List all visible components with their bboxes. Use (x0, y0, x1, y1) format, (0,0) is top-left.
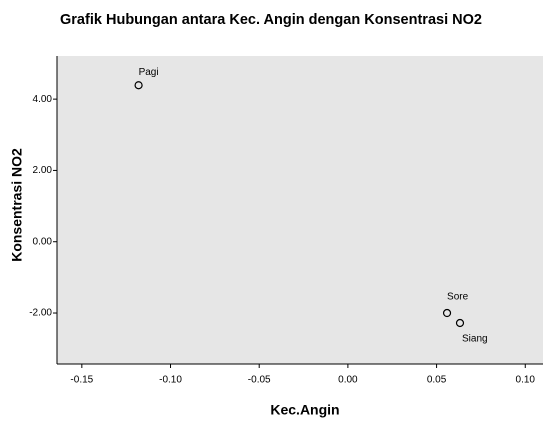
x-tick-label: -0.10 (159, 375, 182, 386)
x-tick-label: 0.05 (427, 375, 447, 386)
point-label: Sore (447, 292, 469, 303)
x-tick-label: 0.10 (516, 375, 536, 386)
x-axis-title: Kec.Angin (270, 402, 339, 418)
x-tick-label: -0.15 (70, 375, 93, 386)
point (134, 81, 143, 90)
y-tick-label: 0.00 (33, 236, 53, 247)
x-tick-label: -0.05 (248, 375, 271, 386)
chart-title: Grafik Hubungan antara Kec. Angin dengan… (60, 11, 482, 28)
plot-area (57, 56, 543, 364)
y-tick-label: -2.00 (29, 308, 52, 319)
y-tick-label: 2.00 (33, 165, 53, 176)
point (442, 308, 452, 318)
y-axis-title: Konsentrasi NO2 (9, 148, 25, 262)
point-label: Pagi (139, 67, 159, 78)
y-tick-label: 4.00 (33, 94, 53, 105)
point-label: Siang (462, 334, 488, 345)
x-tick-label: 0.00 (338, 375, 358, 386)
point (455, 318, 465, 328)
